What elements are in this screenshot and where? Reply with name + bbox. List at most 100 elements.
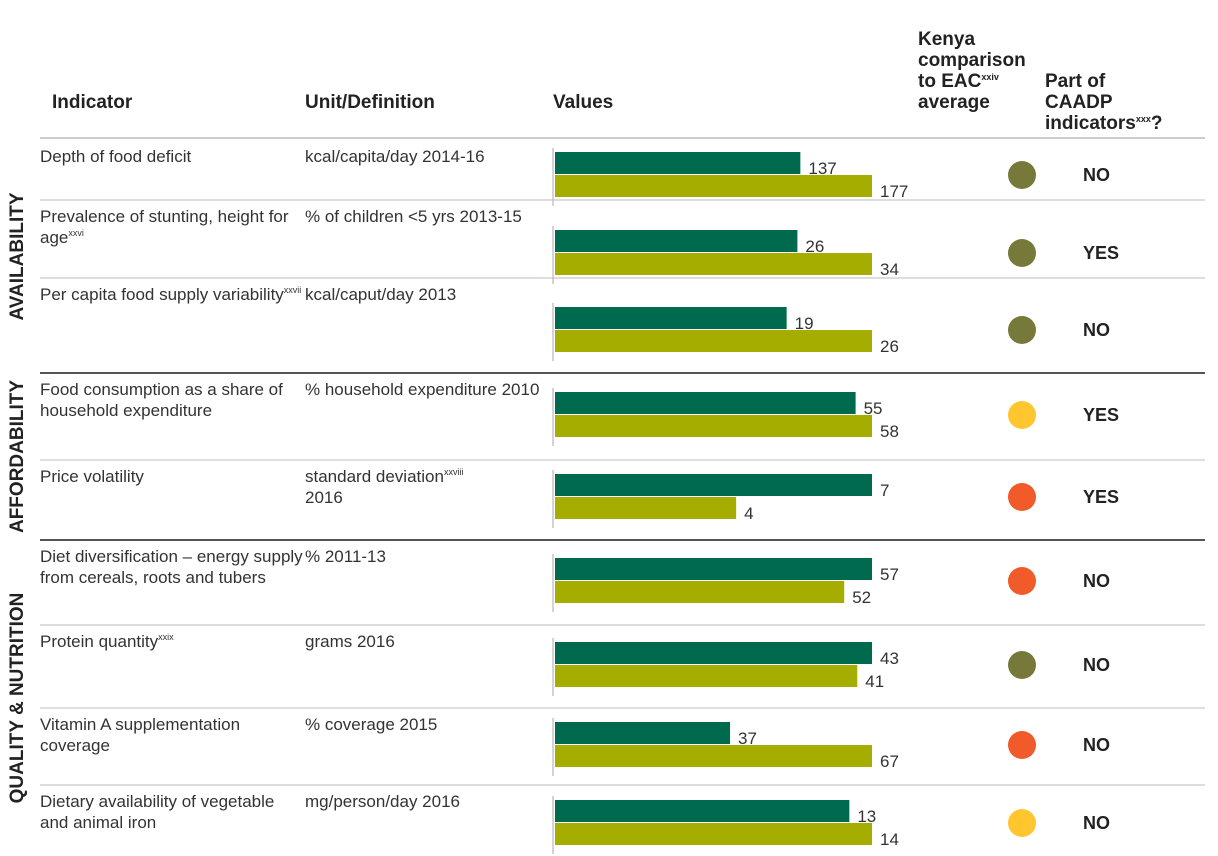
comparison-dot <box>1008 567 1036 595</box>
caadp: NO <box>1083 320 1110 341</box>
header-text: comparison <box>918 50 1026 71</box>
superscript: xxiv <box>981 72 999 82</box>
bar <box>555 474 872 496</box>
caadp-answer: NO <box>1083 571 1110 591</box>
caadp-answer: NO <box>1083 735 1110 755</box>
value-label: 43 <box>880 649 899 668</box>
indicator: Food consumption as a share of household… <box>40 379 305 421</box>
unit: kcal/capita/day 2014-16 <box>305 146 540 167</box>
bar <box>555 823 872 845</box>
value-label: 14 <box>880 830 899 849</box>
value-label: 4 <box>744 504 753 523</box>
caadp-answer: YES <box>1083 405 1120 425</box>
indicator-text: Per capita food supply variability <box>40 285 284 304</box>
header-values: Values <box>553 92 614 113</box>
bar <box>555 307 787 329</box>
unit-text: mg/person/day 2016 <box>305 792 460 811</box>
header-unit: Unit/Definition <box>305 92 435 113</box>
header-text: ? <box>1150 113 1163 134</box>
header-text: Part of <box>1045 71 1106 92</box>
bar <box>555 175 872 197</box>
indicator-text: Depth of food deficit <box>40 147 192 166</box>
superscript: xxviii <box>443 467 464 477</box>
comparison-dot <box>1008 809 1036 837</box>
group-label: AVAILABILITY <box>7 192 28 320</box>
header-line: indicatorsxxx? <box>1045 113 1162 134</box>
indicator: Price volatility <box>40 466 305 487</box>
unit: % household expenditure 2010 <box>305 379 540 400</box>
value-label: 67 <box>880 752 899 771</box>
caadp: YES <box>1083 243 1119 264</box>
unit: % coverage 2015 <box>305 714 540 735</box>
indicator: Depth of food deficit <box>40 146 305 167</box>
caadp: NO <box>1083 165 1110 186</box>
header-text: CAADP <box>1045 92 1113 113</box>
bar <box>555 665 858 687</box>
comparison-dot <box>1008 161 1036 189</box>
bar <box>555 497 737 519</box>
value-label: 37 <box>738 729 757 748</box>
bar <box>555 642 872 664</box>
value-label: 41 <box>865 672 884 691</box>
indicator-text: Food consumption as a share of household… <box>40 380 283 420</box>
bar <box>555 253 872 275</box>
bar <box>555 392 856 414</box>
bar <box>555 230 798 252</box>
unit-text: 2016 <box>305 488 343 507</box>
indicator: Dietary availability of vegetable and an… <box>40 791 305 833</box>
header-cell: Indicator <box>52 92 132 113</box>
superscript: xxvii <box>283 285 302 295</box>
header-text: to EAC <box>918 71 982 92</box>
bar <box>555 415 872 437</box>
caadp: YES <box>1083 405 1119 426</box>
caadp-answer: NO <box>1083 165 1110 185</box>
unit: % 2011-13 <box>305 546 540 567</box>
header-text: Kenya <box>918 29 976 50</box>
unit: % of children <5 yrs 2013-15 <box>305 206 540 227</box>
unit-text: grams 2016 <box>305 632 395 651</box>
caadp: NO <box>1083 571 1110 592</box>
value-label: 7 <box>880 481 889 500</box>
unit: standard deviationxxviii 2016 <box>305 466 540 508</box>
unit: mg/person/day 2016 <box>305 791 540 812</box>
comparison-dot <box>1008 651 1036 679</box>
header-comparison: Kenya comparison to EACxxiv average <box>918 29 1026 113</box>
header-text: average <box>918 92 990 113</box>
superscript: xxx <box>1135 114 1151 124</box>
bar <box>555 558 872 580</box>
caadp-answer: NO <box>1083 320 1110 340</box>
indicator: Protein quantityxxix <box>40 631 305 652</box>
value-label: 13 <box>857 807 876 826</box>
header-line: comparison <box>918 50 1026 71</box>
comparison-dot <box>1008 401 1036 429</box>
indicator: Vitamin A supplementation coverage <box>40 714 305 756</box>
bar <box>555 330 872 352</box>
unit-text: % household expenditure 2010 <box>305 380 540 399</box>
header-line: to EACxxiv <box>918 71 1026 92</box>
caadp-answer: NO <box>1083 655 1110 675</box>
caadp-answer: YES <box>1083 243 1120 263</box>
value-label: 19 <box>795 314 814 333</box>
value-label: 26 <box>880 337 899 356</box>
indicator: Per capita food supply variabilityxxvii <box>40 284 305 305</box>
comparison-dot <box>1008 316 1036 344</box>
value-label: 137 <box>808 159 836 178</box>
unit-text: % coverage 2015 <box>305 715 438 734</box>
indicator-text: Price volatility <box>40 467 144 486</box>
bar <box>555 722 731 744</box>
indicator-text: Prevalence of stunting, height for age <box>40 207 289 247</box>
unit-text: % 2011-13 <box>305 547 386 566</box>
header-line: CAADP <box>1045 92 1162 113</box>
bar <box>555 745 872 767</box>
indicator: Prevalence of stunting, height for agexx… <box>40 206 305 248</box>
unit-text: standard deviation <box>305 467 444 486</box>
value-label: 177 <box>880 182 908 201</box>
unit-text: kcal/capita/day 2014-16 <box>305 147 485 166</box>
value-label: 57 <box>880 565 899 584</box>
header-indicator: Indicator <box>52 92 133 113</box>
caadp: NO <box>1083 813 1110 834</box>
header-cell: Unit/Definition <box>305 92 435 113</box>
value-label: 26 <box>805 237 824 256</box>
bar <box>555 152 801 174</box>
